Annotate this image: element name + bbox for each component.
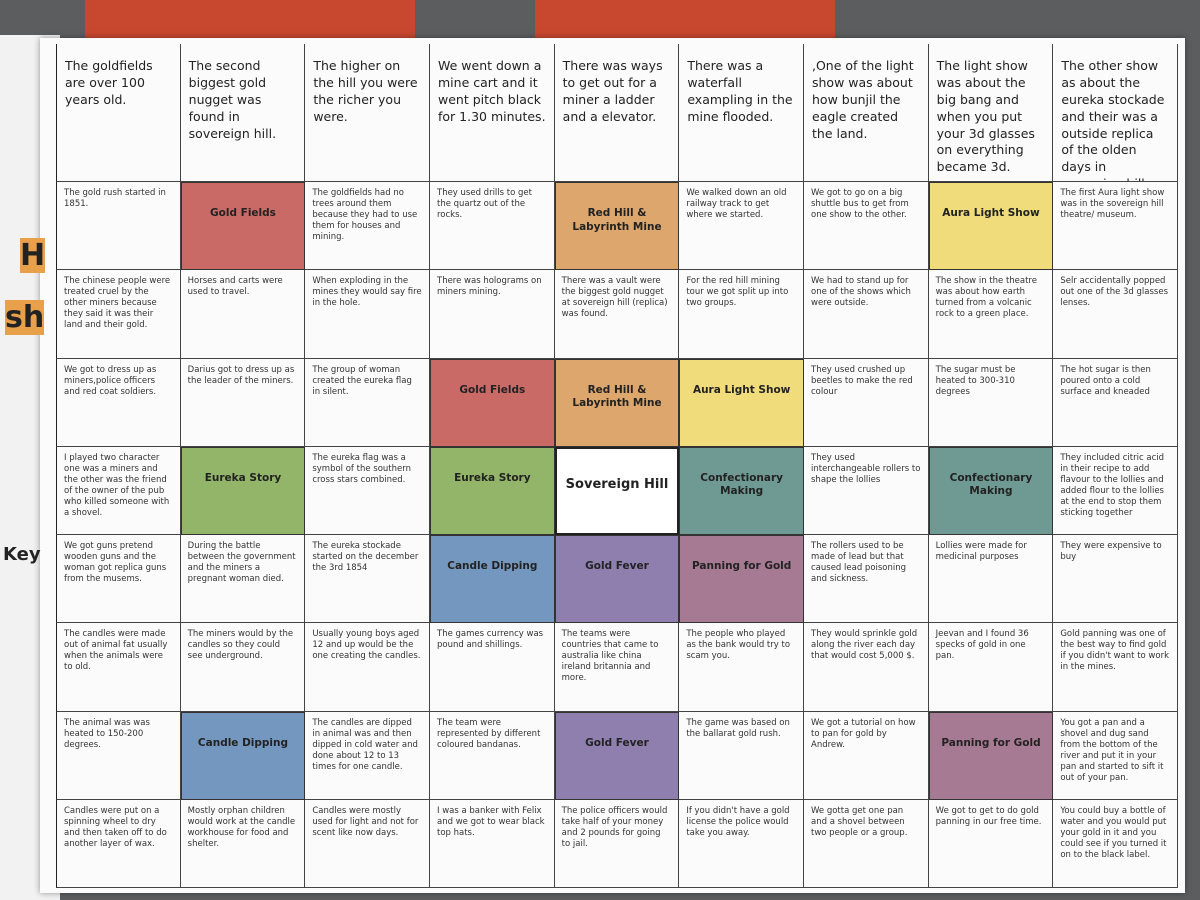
fact-cell: We walked down an old railway track to g… xyxy=(679,182,804,271)
topic-cell: Eureka Story xyxy=(180,446,306,535)
fact-cell: We got a tutorial on how to pan for gold… xyxy=(804,711,929,800)
fact-cell: You could buy a bottle of water and you … xyxy=(1053,799,1178,888)
header-cell: The light show was about the big bang an… xyxy=(928,44,1054,182)
header-cell: There was a waterfall exampling in the m… xyxy=(679,44,804,182)
fact-cell: The animal was was heated to 150-200 deg… xyxy=(56,711,181,800)
fact-cell: The first Aura light show was in the sov… xyxy=(1053,182,1178,271)
topic-cell: Gold Fever xyxy=(554,535,680,624)
fact-cell: The police officers would take half of y… xyxy=(554,799,680,888)
fact-cell: They included citric acid in their recip… xyxy=(1053,446,1178,535)
fact-cell: The people who played as the bank would … xyxy=(679,623,804,712)
fact-cell: The goldfields had no trees around them … xyxy=(305,182,430,271)
fact-cell: You got a pan and a shovel and dug sand … xyxy=(1053,711,1178,800)
fact-cell: The candles were made out of animal fat … xyxy=(56,623,181,712)
fact-cell: The candles are dipped in animal was and… xyxy=(305,711,430,800)
header-cell: The higher on the hill you were the rich… xyxy=(305,44,430,182)
topic-cell: Red Hill & Labyrinth Mine xyxy=(554,358,680,447)
fact-cell: Usually young boys aged 12 and up would … xyxy=(305,623,430,712)
fact-cell: The chinese people were treated cruel by… xyxy=(56,270,181,359)
topic-cell: Candle Dipping xyxy=(430,535,555,624)
topic-cell: Red Hill & Labyrinth Mine xyxy=(554,182,680,271)
header-cell: The other show as about the eureka stock… xyxy=(1053,44,1178,182)
topic-cell: Sovereign Hill xyxy=(554,446,680,535)
topic-cell: Aura Light Show xyxy=(679,358,804,447)
fact-cell: The eureka stockade started on the decem… xyxy=(305,535,430,624)
fact-cell: I played two character one was a miners … xyxy=(56,446,181,535)
fact-cell: Darius got to dress up as the leader of … xyxy=(180,358,306,447)
fact-cell: We gotta get one pan and a shovel betwee… xyxy=(804,799,929,888)
fact-cell: We got to go on a big shuttle bus to get… xyxy=(804,182,929,271)
fact-cell: The gold rush started in 1851. xyxy=(56,182,181,271)
fact-cell: The show in the theatre was about how ea… xyxy=(928,270,1054,359)
fact-cell: There was holograms on miners mining. xyxy=(430,270,555,359)
fact-cell: The sugar must be heated to 300-310 degr… xyxy=(928,358,1054,447)
fact-cell: Lollies were made for medicinal purposes xyxy=(928,535,1054,624)
topic-cell: Panning for Gold xyxy=(679,535,804,624)
fact-cell: The team were represented by different c… xyxy=(430,711,555,800)
header-cell: The goldfields are over 100 years old. xyxy=(56,44,181,182)
fact-cell: There was a vault were the biggest gold … xyxy=(554,270,680,359)
fact-cell: We got guns pretend wooden guns and the … xyxy=(56,535,181,624)
fact-cell: They used crushed up beetles to make the… xyxy=(804,358,929,447)
fact-cell: For the red hill mining tour we got spli… xyxy=(679,270,804,359)
topic-cell: Eureka Story xyxy=(430,446,555,535)
fact-cell: The hot sugar is then poured onto a cold… xyxy=(1053,358,1178,447)
book xyxy=(535,0,835,42)
fact-cell: We got to dress up as miners,police offi… xyxy=(56,358,181,447)
fact-cell: When exploding in the mines they would s… xyxy=(305,270,430,359)
fact-cell: The teams were countries that came to au… xyxy=(554,623,680,712)
fact-cell: Candles were put on a spinning wheel to … xyxy=(56,799,181,888)
fact-cell: The game was based on the ballarat gold … xyxy=(679,711,804,800)
fact-cell: The miners would by the candles so they … xyxy=(180,623,306,712)
margin-fragment: Key xyxy=(3,544,41,565)
topic-cell: Confectionary Making xyxy=(679,446,804,535)
fact-cell: During the battle between the government… xyxy=(180,535,306,624)
fact-cell: They used interchangeable rollers to sha… xyxy=(804,446,929,535)
fact-cell: We got to get to do gold panning in our … xyxy=(928,799,1054,888)
book xyxy=(85,0,415,38)
margin-fragment: H xyxy=(20,238,46,273)
topic-cell: Candle Dipping xyxy=(180,711,306,800)
topic-cell: Gold Fields xyxy=(180,182,306,271)
fact-cell: I was a banker with Felix and we got to … xyxy=(430,799,555,888)
fact-cell: Jeevan and I found 36 specks of gold in … xyxy=(928,623,1054,712)
header-cell: There was ways to get out for a miner a … xyxy=(554,44,680,182)
header-cell: ,One of the light show was about how bun… xyxy=(804,44,929,182)
fact-cell: They used drills to get the quartz out o… xyxy=(430,182,555,271)
topic-cell: Panning for Gold xyxy=(928,711,1054,800)
fact-cell: Mostly orphan children would work at the… xyxy=(180,799,306,888)
topic-cell: Aura Light Show xyxy=(928,182,1054,271)
margin-fragment: sh xyxy=(5,300,45,335)
fact-cell: They would sprinkle gold along the river… xyxy=(804,623,929,712)
topic-cell: Gold Fever xyxy=(554,711,680,800)
topic-cell: Gold Fields xyxy=(430,358,555,447)
fact-cell: They were expensive to buy xyxy=(1053,535,1178,624)
fact-cell: We had to stand up for one of the shows … xyxy=(804,270,929,359)
fact-cell: Selr accidentally popped out one of the … xyxy=(1053,270,1178,359)
header-cell: We went down a mine cart and it went pit… xyxy=(430,44,555,182)
fact-cell: Gold panning was one of the best way to … xyxy=(1053,623,1178,712)
fact-cell: The games currency was pound and shillin… xyxy=(430,623,555,712)
fact-cell: The eureka flag was a symbol of the sout… xyxy=(305,446,430,535)
fact-cell: The group of woman created the eureka fl… xyxy=(305,358,430,447)
topic-cell: Confectionary Making xyxy=(928,446,1054,535)
fact-cell: If you didn't have a gold license the po… xyxy=(679,799,804,888)
header-cell: The second biggest gold nugget was found… xyxy=(180,44,306,182)
fact-cell: Candles were mostly used for light and n… xyxy=(305,799,430,888)
fact-cell: The rollers used to be made of lead but … xyxy=(804,535,929,624)
fact-cell: Horses and carts were used to travel. xyxy=(180,270,306,359)
